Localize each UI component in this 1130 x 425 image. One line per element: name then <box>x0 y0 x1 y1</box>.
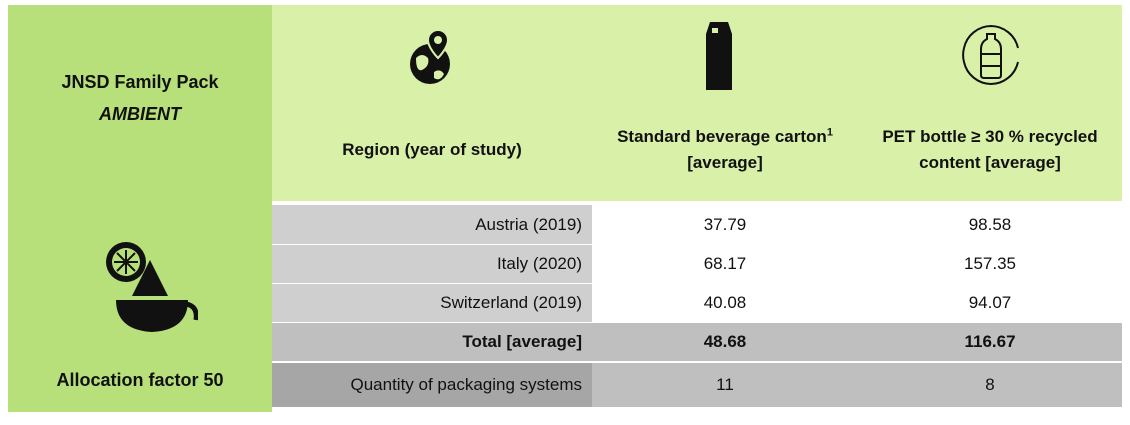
region-cell: Total [average] <box>272 323 592 361</box>
footnote: 1 <box>826 126 833 138</box>
column-header-text: Standard beverage carton1 [average] <box>592 124 858 177</box>
region-cell: Quantity of packaging systems <box>272 363 592 407</box>
carton-icon <box>706 22 732 90</box>
value-cell: 157.35 <box>858 245 1122 283</box>
allocation: Allocation factor 50 <box>56 370 224 390</box>
value-cell: 37.79 <box>592 205 858 244</box>
subtitle: AMBIENT <box>99 104 181 124</box>
value-cell: 94.07 <box>858 284 1122 322</box>
value-cell: 40.08 <box>592 284 858 322</box>
column-suffix: [average] <box>687 153 763 172</box>
value-cell: 116.67 <box>858 323 1122 361</box>
column-header: Region (year of study) <box>342 139 522 159</box>
value-cell: 98.58 <box>858 205 1122 244</box>
value-cell: 48.68 <box>592 323 858 361</box>
side-panel <box>8 5 272 412</box>
region-cell: Switzerland (2019) <box>272 284 592 322</box>
juicer-icon <box>106 242 198 332</box>
header-panel <box>272 5 1122 201</box>
value-cell: 68.17 <box>592 245 858 283</box>
region-cell: Italy (2020) <box>272 245 592 283</box>
bottle-icon <box>962 25 1019 85</box>
column-header: PET bottle ≥ 30 % recycled content [aver… <box>882 126 1098 172</box>
region-cell: Austria (2019) <box>272 205 592 244</box>
value-cell: 11 <box>592 363 858 407</box>
column-header: Standard beverage carton1 [average] <box>592 110 858 190</box>
value-cell: 8 <box>858 363 1122 407</box>
title: JNSD Family Pack <box>61 72 219 92</box>
globe-icon <box>410 28 450 84</box>
column-label: Standard beverage carton <box>617 126 827 146</box>
